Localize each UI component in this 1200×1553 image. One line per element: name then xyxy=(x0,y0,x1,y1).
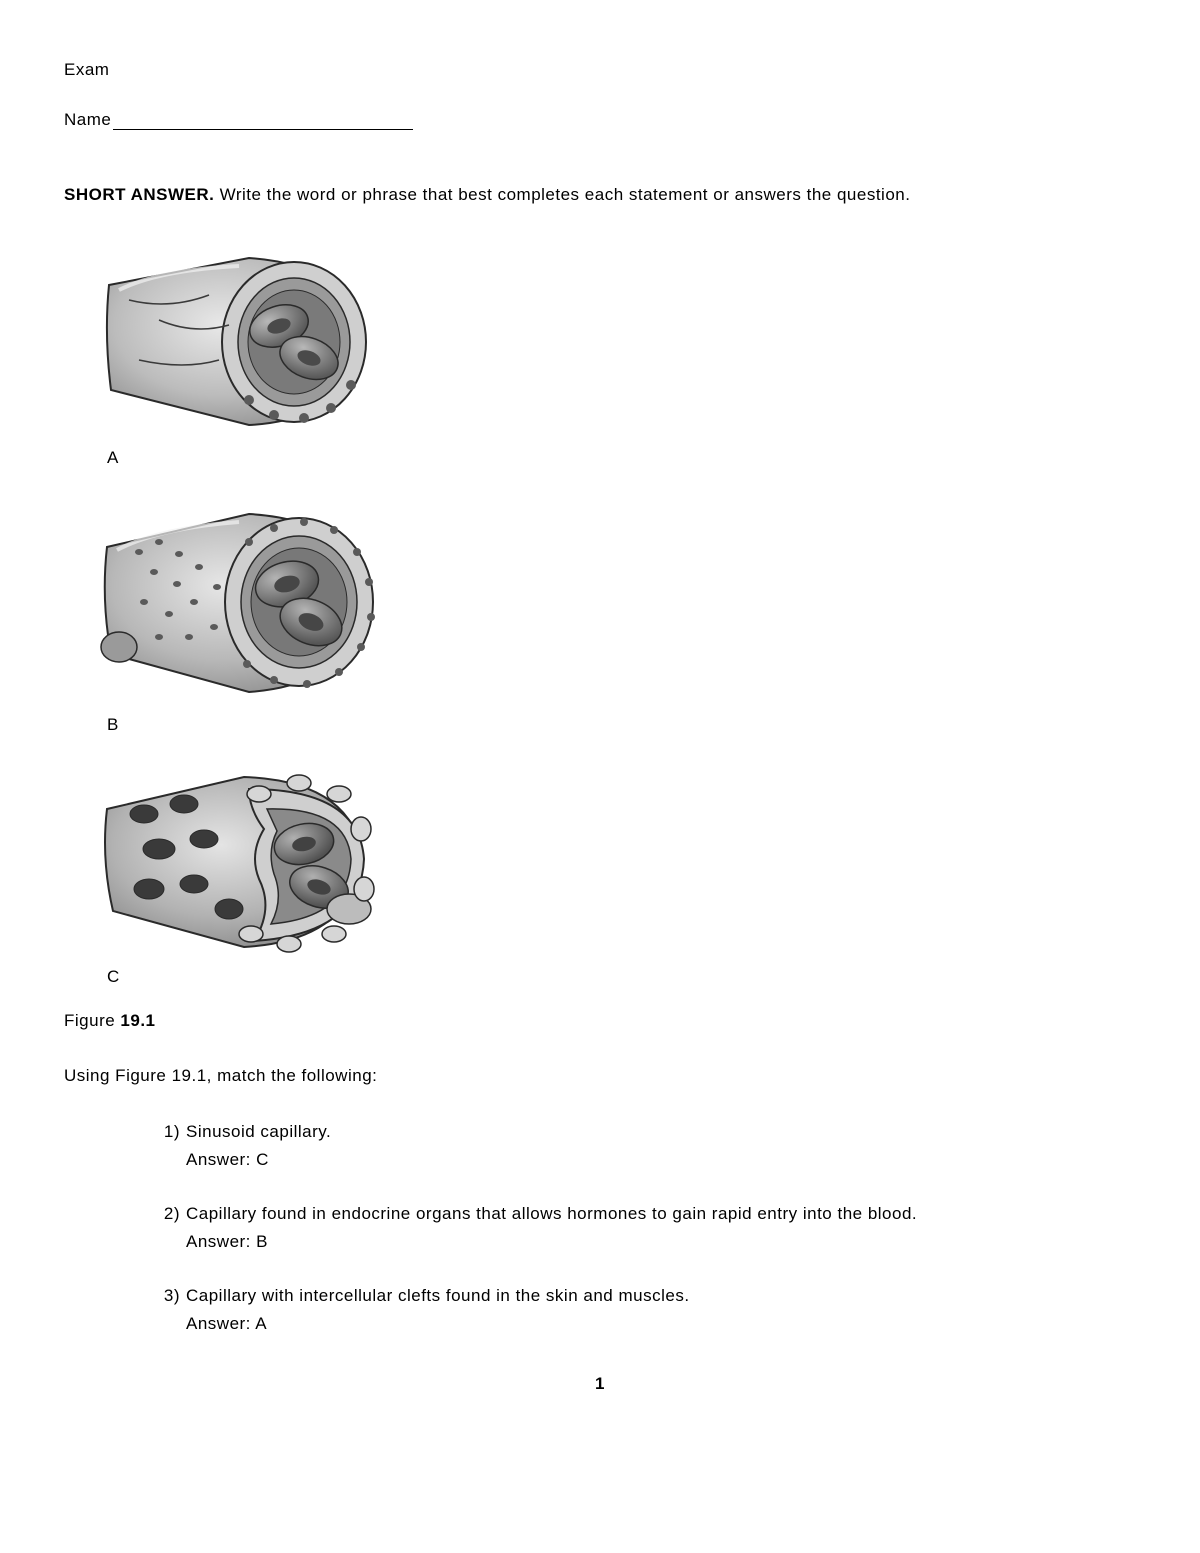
figure-caption-number: 19.1 xyxy=(120,1011,155,1030)
figure-b-image xyxy=(99,492,379,707)
question-1-text: Sinusoid capillary. xyxy=(186,1122,1136,1142)
question-1-answer: Answer: C xyxy=(186,1150,1136,1170)
figure-a-image xyxy=(99,240,379,440)
question-2: 2) Capillary found in endocrine organs t… xyxy=(154,1204,1136,1252)
figure-b-block: B xyxy=(99,492,1136,735)
figure-c-image xyxy=(99,759,379,959)
matching-intro: Using Figure 19.1, match the following: xyxy=(64,1066,1136,1086)
figure-c-block: C xyxy=(99,759,1136,987)
figure-a-label: A xyxy=(107,448,1136,468)
question-2-number: 2) xyxy=(154,1204,180,1224)
figure-a-block: A xyxy=(99,240,1136,468)
question-3-answer: Answer: A xyxy=(186,1314,1136,1334)
question-3-number: 3) xyxy=(154,1286,180,1306)
question-3-text: Capillary with intercellular clefts foun… xyxy=(186,1286,1136,1306)
figure-caption: Figure 19.1 xyxy=(64,1011,1136,1031)
instructions-text: Write the word or phrase that best compl… xyxy=(214,185,910,204)
question-1-number: 1) xyxy=(154,1122,180,1142)
instructions: SHORT ANSWER. Write the word or phrase t… xyxy=(64,185,1136,205)
name-blank-line[interactable] xyxy=(113,113,413,130)
exam-label: Exam xyxy=(64,60,1136,80)
name-row: Name xyxy=(64,110,1136,130)
name-label: Name xyxy=(64,110,111,130)
figure-b-label: B xyxy=(107,715,1136,735)
question-2-text: Capillary found in endocrine organs that… xyxy=(186,1204,1136,1224)
instructions-prefix: SHORT ANSWER. xyxy=(64,185,214,204)
page-number: 1 xyxy=(64,1374,1136,1394)
question-3: 3) Capillary with intercellular clefts f… xyxy=(154,1286,1136,1334)
question-1: 1) Sinusoid capillary. Answer: C xyxy=(154,1122,1136,1170)
figure-c-label: C xyxy=(107,967,1136,987)
figure-caption-prefix: Figure xyxy=(64,1011,120,1030)
question-2-answer: Answer: B xyxy=(186,1232,1136,1252)
